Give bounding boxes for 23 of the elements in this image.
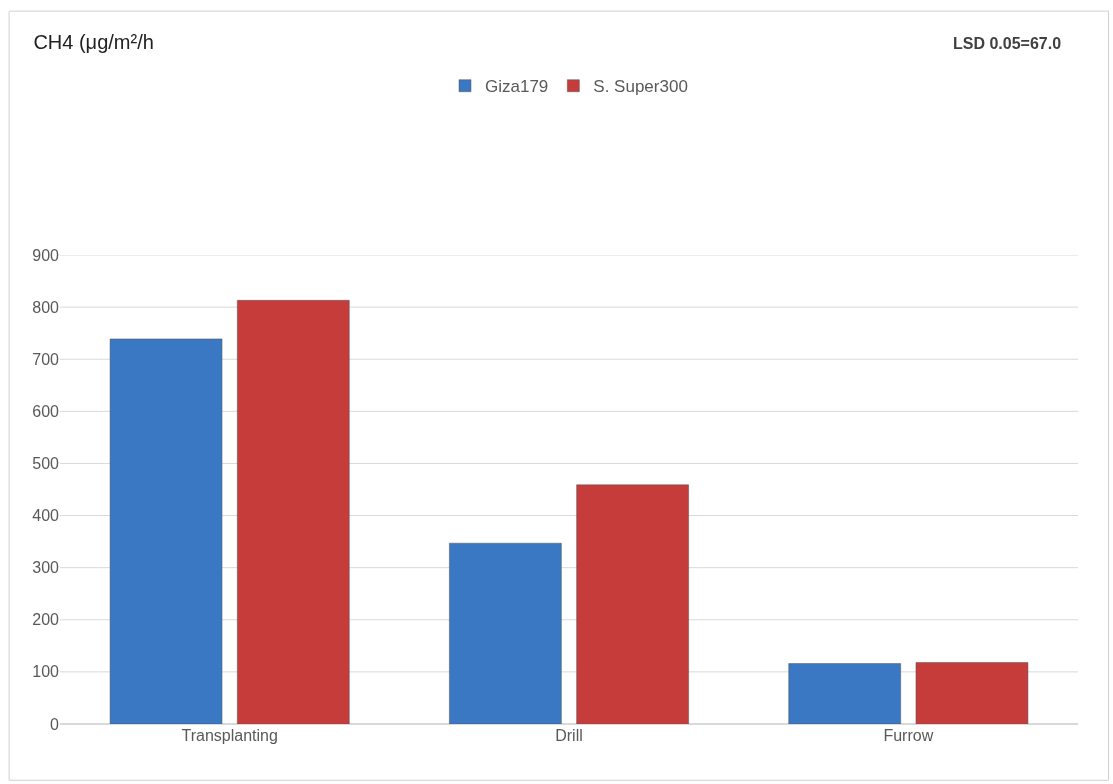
bar bbox=[915, 662, 1029, 724]
y-tick-label: 0 bbox=[50, 715, 60, 733]
bar bbox=[109, 338, 223, 724]
bar bbox=[788, 663, 901, 724]
y-tick-label: 100 bbox=[32, 663, 60, 681]
y-tick-label: 900 bbox=[32, 246, 60, 264]
x-tick-label: Drill bbox=[555, 727, 583, 744]
x-tick-label: Transplanting bbox=[181, 727, 278, 744]
text: LSD 0.05=67.0 bbox=[953, 35, 1062, 52]
chart-title: CH4 (μg/m²/h bbox=[33, 31, 154, 54]
y-tick-label: 800 bbox=[32, 298, 60, 316]
bar bbox=[576, 484, 689, 724]
y-tick-label: 400 bbox=[32, 507, 60, 525]
y-tick-label: 300 bbox=[32, 559, 60, 577]
bar bbox=[449, 542, 562, 724]
legend-label: Giza179 bbox=[485, 77, 549, 97]
y-tick-label: 700 bbox=[32, 350, 60, 368]
legend-label: S. Super300 bbox=[593, 77, 688, 97]
y-tick-label: 500 bbox=[32, 455, 60, 473]
x-tick-label: Furrow bbox=[883, 727, 934, 744]
bar bbox=[237, 300, 350, 724]
y-tick-label: 200 bbox=[32, 611, 60, 629]
y-tick-label: 600 bbox=[32, 402, 60, 420]
